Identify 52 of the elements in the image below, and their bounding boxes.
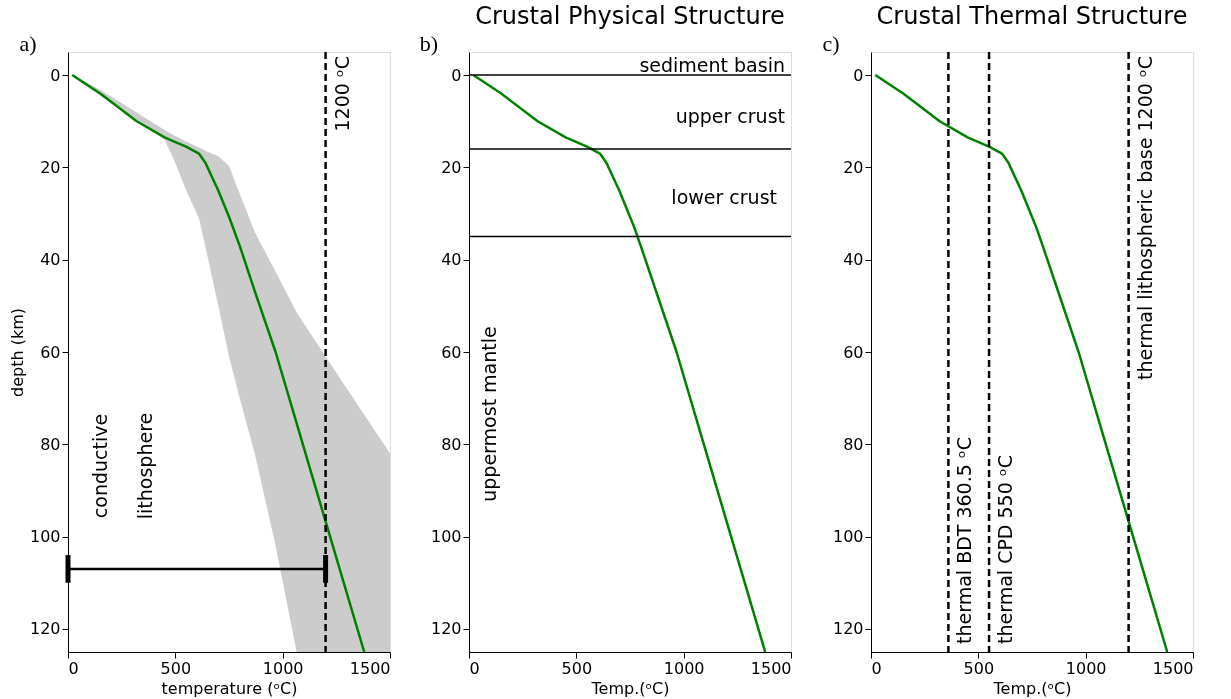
annotation: conductive — [89, 413, 111, 519]
x-tick-label: 1000 — [663, 658, 705, 678]
annotation: sediment basin — [639, 54, 785, 76]
y-tick-label: 60 — [843, 342, 864, 362]
y-axis-title: depth (km) — [7, 308, 27, 397]
text: c) — [822, 31, 840, 56]
x-axis-title: temperature (ᵒC) — [161, 678, 298, 698]
y-tick-label: 100 — [29, 527, 61, 547]
ref-line-label: thermal CPD 550 ᵒC — [994, 455, 1017, 644]
chart-title: Crustal Physical Structure — [475, 2, 785, 30]
y-tick-label: 20 — [843, 157, 864, 177]
x-tick-label: 1500 — [750, 658, 792, 678]
text: b) — [419, 31, 439, 56]
x-tick-label: 1500 — [1152, 658, 1194, 678]
y-tick-label: 0 — [50, 65, 61, 85]
ref-line-label: 1200 ᵒC — [330, 56, 353, 132]
annotation: lower crust — [671, 186, 777, 208]
x-axis-title: Temp.(ᵒC) — [590, 678, 670, 698]
chart-title: Crustal Thermal Structure — [876, 2, 1188, 30]
annotation: lithosphere — [134, 412, 156, 520]
y-tick-label: 120 — [29, 619, 61, 639]
y-tick-label: 20 — [441, 157, 462, 177]
y-tick-label: 120 — [430, 619, 462, 639]
x-tick-label: 500 — [561, 658, 593, 678]
x-tick-label: 0 — [871, 658, 882, 678]
y-tick-label: 60 — [40, 342, 61, 362]
y-tick-label: 40 — [40, 250, 61, 270]
y-tick-label: 40 — [441, 250, 462, 270]
ref-line-label: thermal lithospheric base 1200 ᵒC — [1133, 56, 1156, 380]
y-tick-label: 80 — [843, 434, 864, 454]
y-tick-label: 20 — [40, 157, 61, 177]
annotation: upper crust — [675, 105, 785, 127]
annotation: uppermost mantle — [478, 326, 500, 502]
y-tick-label: 0 — [451, 65, 462, 85]
y-tick-label: 100 — [430, 527, 462, 547]
y-tick-label: 120 — [832, 619, 864, 639]
y-tick-label: 80 — [441, 434, 462, 454]
text: a) — [19, 31, 37, 56]
y-tick-label: 0 — [853, 65, 864, 85]
y-tick-label: 100 — [832, 527, 864, 547]
x-tick-label: 1000 — [262, 658, 304, 678]
x-tick-label: 0 — [469, 658, 480, 678]
x-tick-label: 1500 — [349, 658, 391, 678]
y-tick-label: 80 — [40, 434, 61, 454]
x-tick-label: 0 — [68, 658, 79, 678]
y-tick-label: 40 — [843, 250, 864, 270]
x-tick-label: 500 — [160, 658, 192, 678]
ref-line-label: thermal BDT 360.5 ᵒC — [953, 437, 976, 644]
x-tick-label: 1000 — [1065, 658, 1107, 678]
x-axis-title: Temp.(ᵒC) — [992, 678, 1072, 698]
y-tick-label: 60 — [441, 342, 462, 362]
x-tick-label: 500 — [963, 658, 995, 678]
